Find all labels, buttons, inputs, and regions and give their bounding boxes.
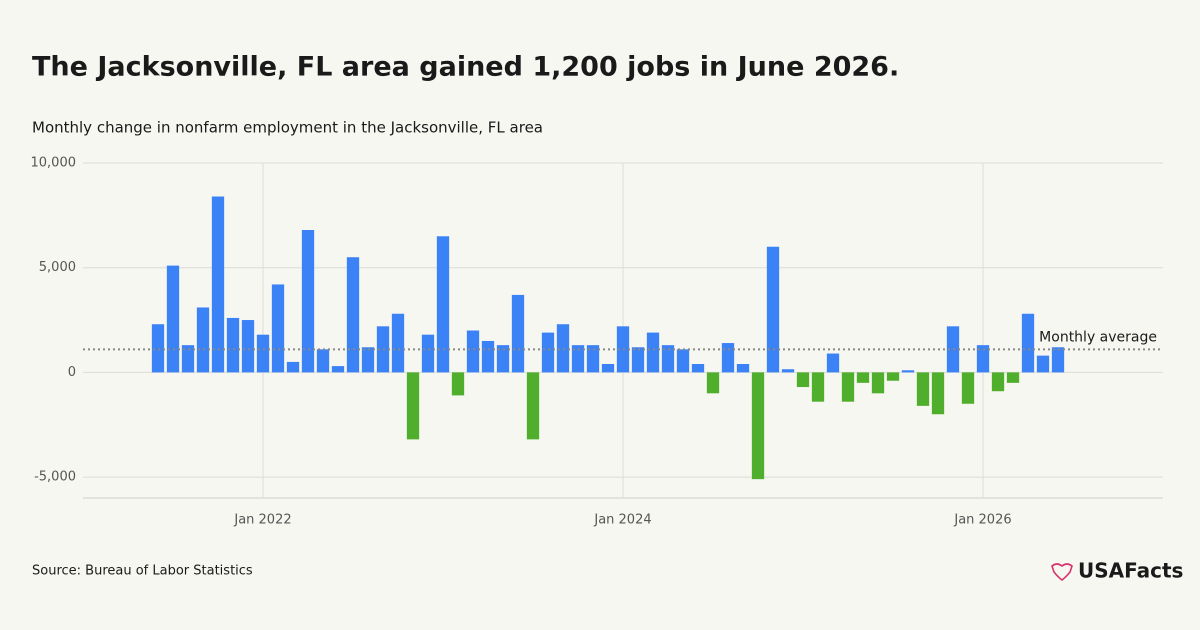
x-tick-label: Jan 2024	[593, 513, 651, 528]
bar	[241, 320, 255, 373]
bar	[601, 364, 615, 373]
bar	[811, 372, 825, 402]
brand: USAFacts	[1078, 559, 1183, 583]
bar	[571, 345, 585, 373]
bar	[586, 345, 600, 373]
bar	[691, 364, 705, 373]
bar	[301, 230, 315, 373]
bar	[256, 334, 270, 373]
bar	[1006, 372, 1020, 383]
bar	[721, 343, 735, 373]
bar	[316, 349, 330, 373]
source: Source: Bureau of Labor Statistics	[32, 564, 253, 579]
bar	[166, 265, 180, 373]
bar	[631, 347, 645, 373]
bar	[871, 372, 885, 394]
chart-title: The Jacksonville, FL area gained 1,200 j…	[32, 52, 899, 83]
bar	[451, 372, 465, 396]
bar	[991, 372, 1005, 392]
bar	[511, 294, 525, 373]
bar	[526, 372, 540, 440]
chart-subtitle: Monthly change in nonfarm employment in …	[32, 119, 543, 137]
bar	[796, 372, 810, 388]
bar	[931, 372, 945, 415]
bar	[151, 324, 165, 373]
bar	[436, 236, 450, 373]
bar	[421, 334, 435, 373]
bar	[556, 324, 570, 373]
bar	[1051, 347, 1065, 373]
bar	[736, 364, 750, 373]
logo: USAFacts	[1051, 559, 1183, 583]
bar	[706, 372, 720, 394]
bar	[466, 330, 480, 373]
bar	[346, 257, 360, 373]
bar	[1021, 313, 1035, 373]
bar	[961, 372, 975, 404]
bar	[826, 353, 840, 373]
bar	[781, 369, 795, 373]
bar	[406, 372, 420, 440]
y-tick-label: 10,000	[31, 156, 77, 171]
bar	[916, 372, 930, 406]
bar	[196, 307, 210, 373]
bar	[751, 372, 765, 480]
bar	[481, 340, 495, 373]
bar	[766, 246, 780, 373]
bar	[181, 345, 195, 373]
bar	[331, 366, 345, 373]
y-tick-label: 0	[68, 365, 76, 380]
bar	[646, 332, 660, 373]
y-tick-label: 5,000	[39, 260, 76, 275]
bar	[856, 372, 870, 383]
bar	[661, 345, 675, 373]
bar	[886, 372, 900, 381]
bar	[391, 313, 405, 373]
bar	[361, 347, 375, 373]
bar	[496, 345, 510, 373]
x-tick-label: Jan 2026	[953, 513, 1011, 528]
bar	[541, 332, 555, 373]
bar	[271, 284, 285, 373]
logo-icon	[1051, 563, 1073, 582]
average-label: Monthly average	[1039, 329, 1157, 345]
bar	[1036, 355, 1050, 373]
bar	[841, 372, 855, 402]
bar	[211, 196, 225, 373]
bar	[676, 349, 690, 373]
bar	[976, 345, 990, 373]
bar	[226, 317, 240, 373]
bar	[901, 370, 915, 373]
y-tick-label: -5,000	[34, 470, 76, 485]
x-tick-label: Jan 2022	[233, 513, 291, 528]
bar	[286, 361, 300, 373]
